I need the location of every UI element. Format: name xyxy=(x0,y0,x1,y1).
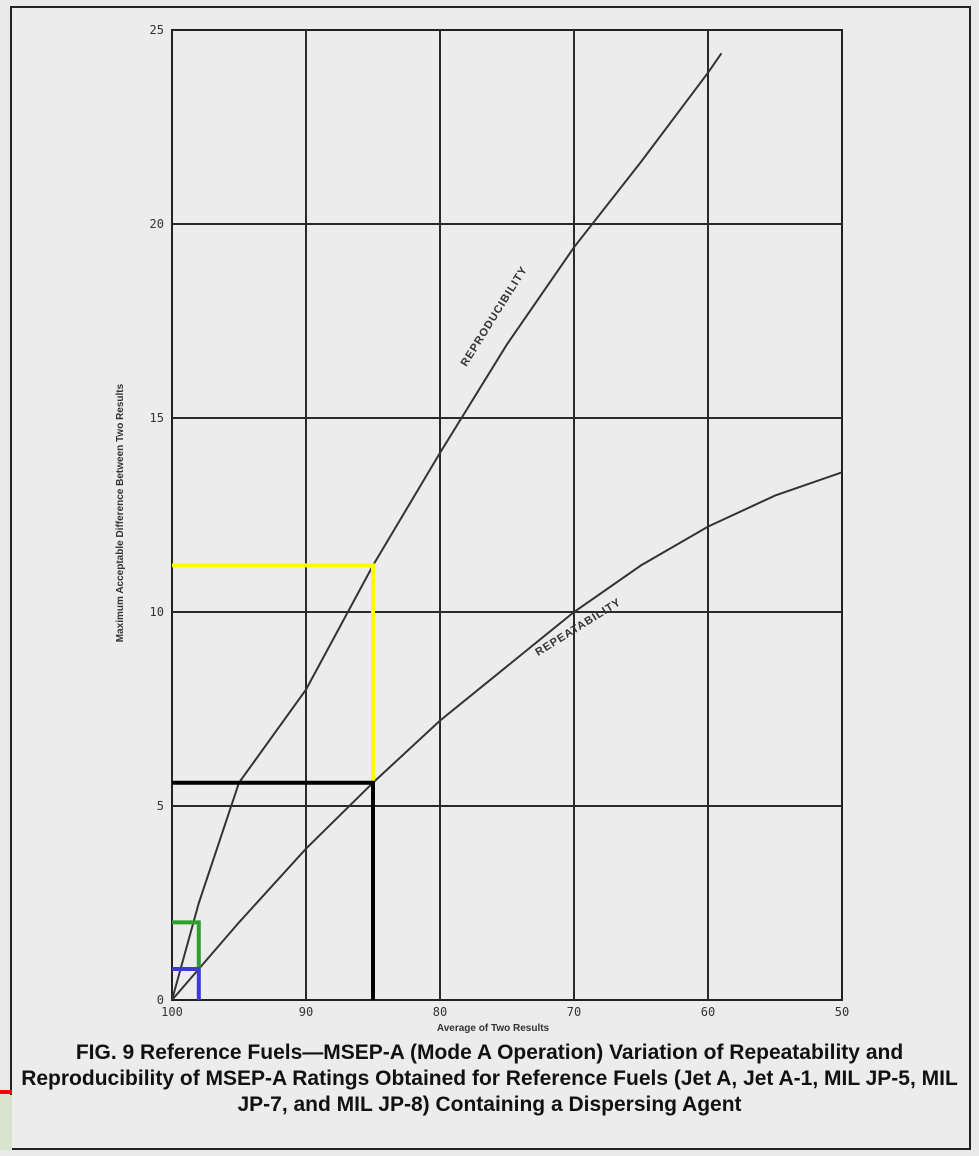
chart-series xyxy=(171,52,843,1001)
red-marker xyxy=(0,1090,12,1094)
y-tick-labels: 0 5 10 15 20 25 xyxy=(150,23,164,1007)
x-tick-label: 90 xyxy=(299,1005,313,1019)
repeatability-curve xyxy=(171,471,843,1001)
x-tick-label: 50 xyxy=(835,1005,849,1019)
plot-border xyxy=(171,29,843,1001)
x-tick-label: 100 xyxy=(161,1005,183,1019)
reproducibility-label: REPRODUCIBILITY xyxy=(459,264,531,369)
x-tick-label: 80 xyxy=(433,1005,447,1019)
y-tick-label: 0 xyxy=(157,993,164,1007)
x-tick-labels: 100 90 80 70 60 50 xyxy=(161,1005,849,1019)
y-tick-label: 25 xyxy=(150,23,164,37)
repeatability-label: REPEATABILITY xyxy=(533,596,623,659)
y-tick-label: 20 xyxy=(150,217,164,231)
y-tick-label: 15 xyxy=(150,411,164,425)
annotation-line-1 xyxy=(172,780,375,1000)
reproducibility-curve xyxy=(171,52,723,1001)
annotation-line-3 xyxy=(172,967,201,1000)
annotation-line-0 xyxy=(172,563,375,783)
side-strip xyxy=(0,1095,12,1150)
annotation-line-2 xyxy=(172,920,201,969)
highlight-annotations xyxy=(172,563,375,1000)
chart: 100 90 80 70 60 50 0 5 10 15 20 25 Average of Two … xyxy=(115,23,849,1034)
y-tick-label: 5 xyxy=(157,799,164,813)
x-axis-label: Average of Two Results xyxy=(437,1023,550,1034)
figure-frame xyxy=(10,6,971,1150)
x-tick-label: 60 xyxy=(701,1005,715,1019)
figure-caption: FIG. 9 Reference Fuels—MSEP-A (Mode A Op… xyxy=(21,1041,958,1116)
x-tick-label: 70 xyxy=(567,1005,581,1019)
y-axis-label: Maximum Acceptable Difference Between Tw… xyxy=(115,383,126,642)
chart-grid xyxy=(171,29,843,1001)
y-tick-label: 10 xyxy=(150,605,164,619)
